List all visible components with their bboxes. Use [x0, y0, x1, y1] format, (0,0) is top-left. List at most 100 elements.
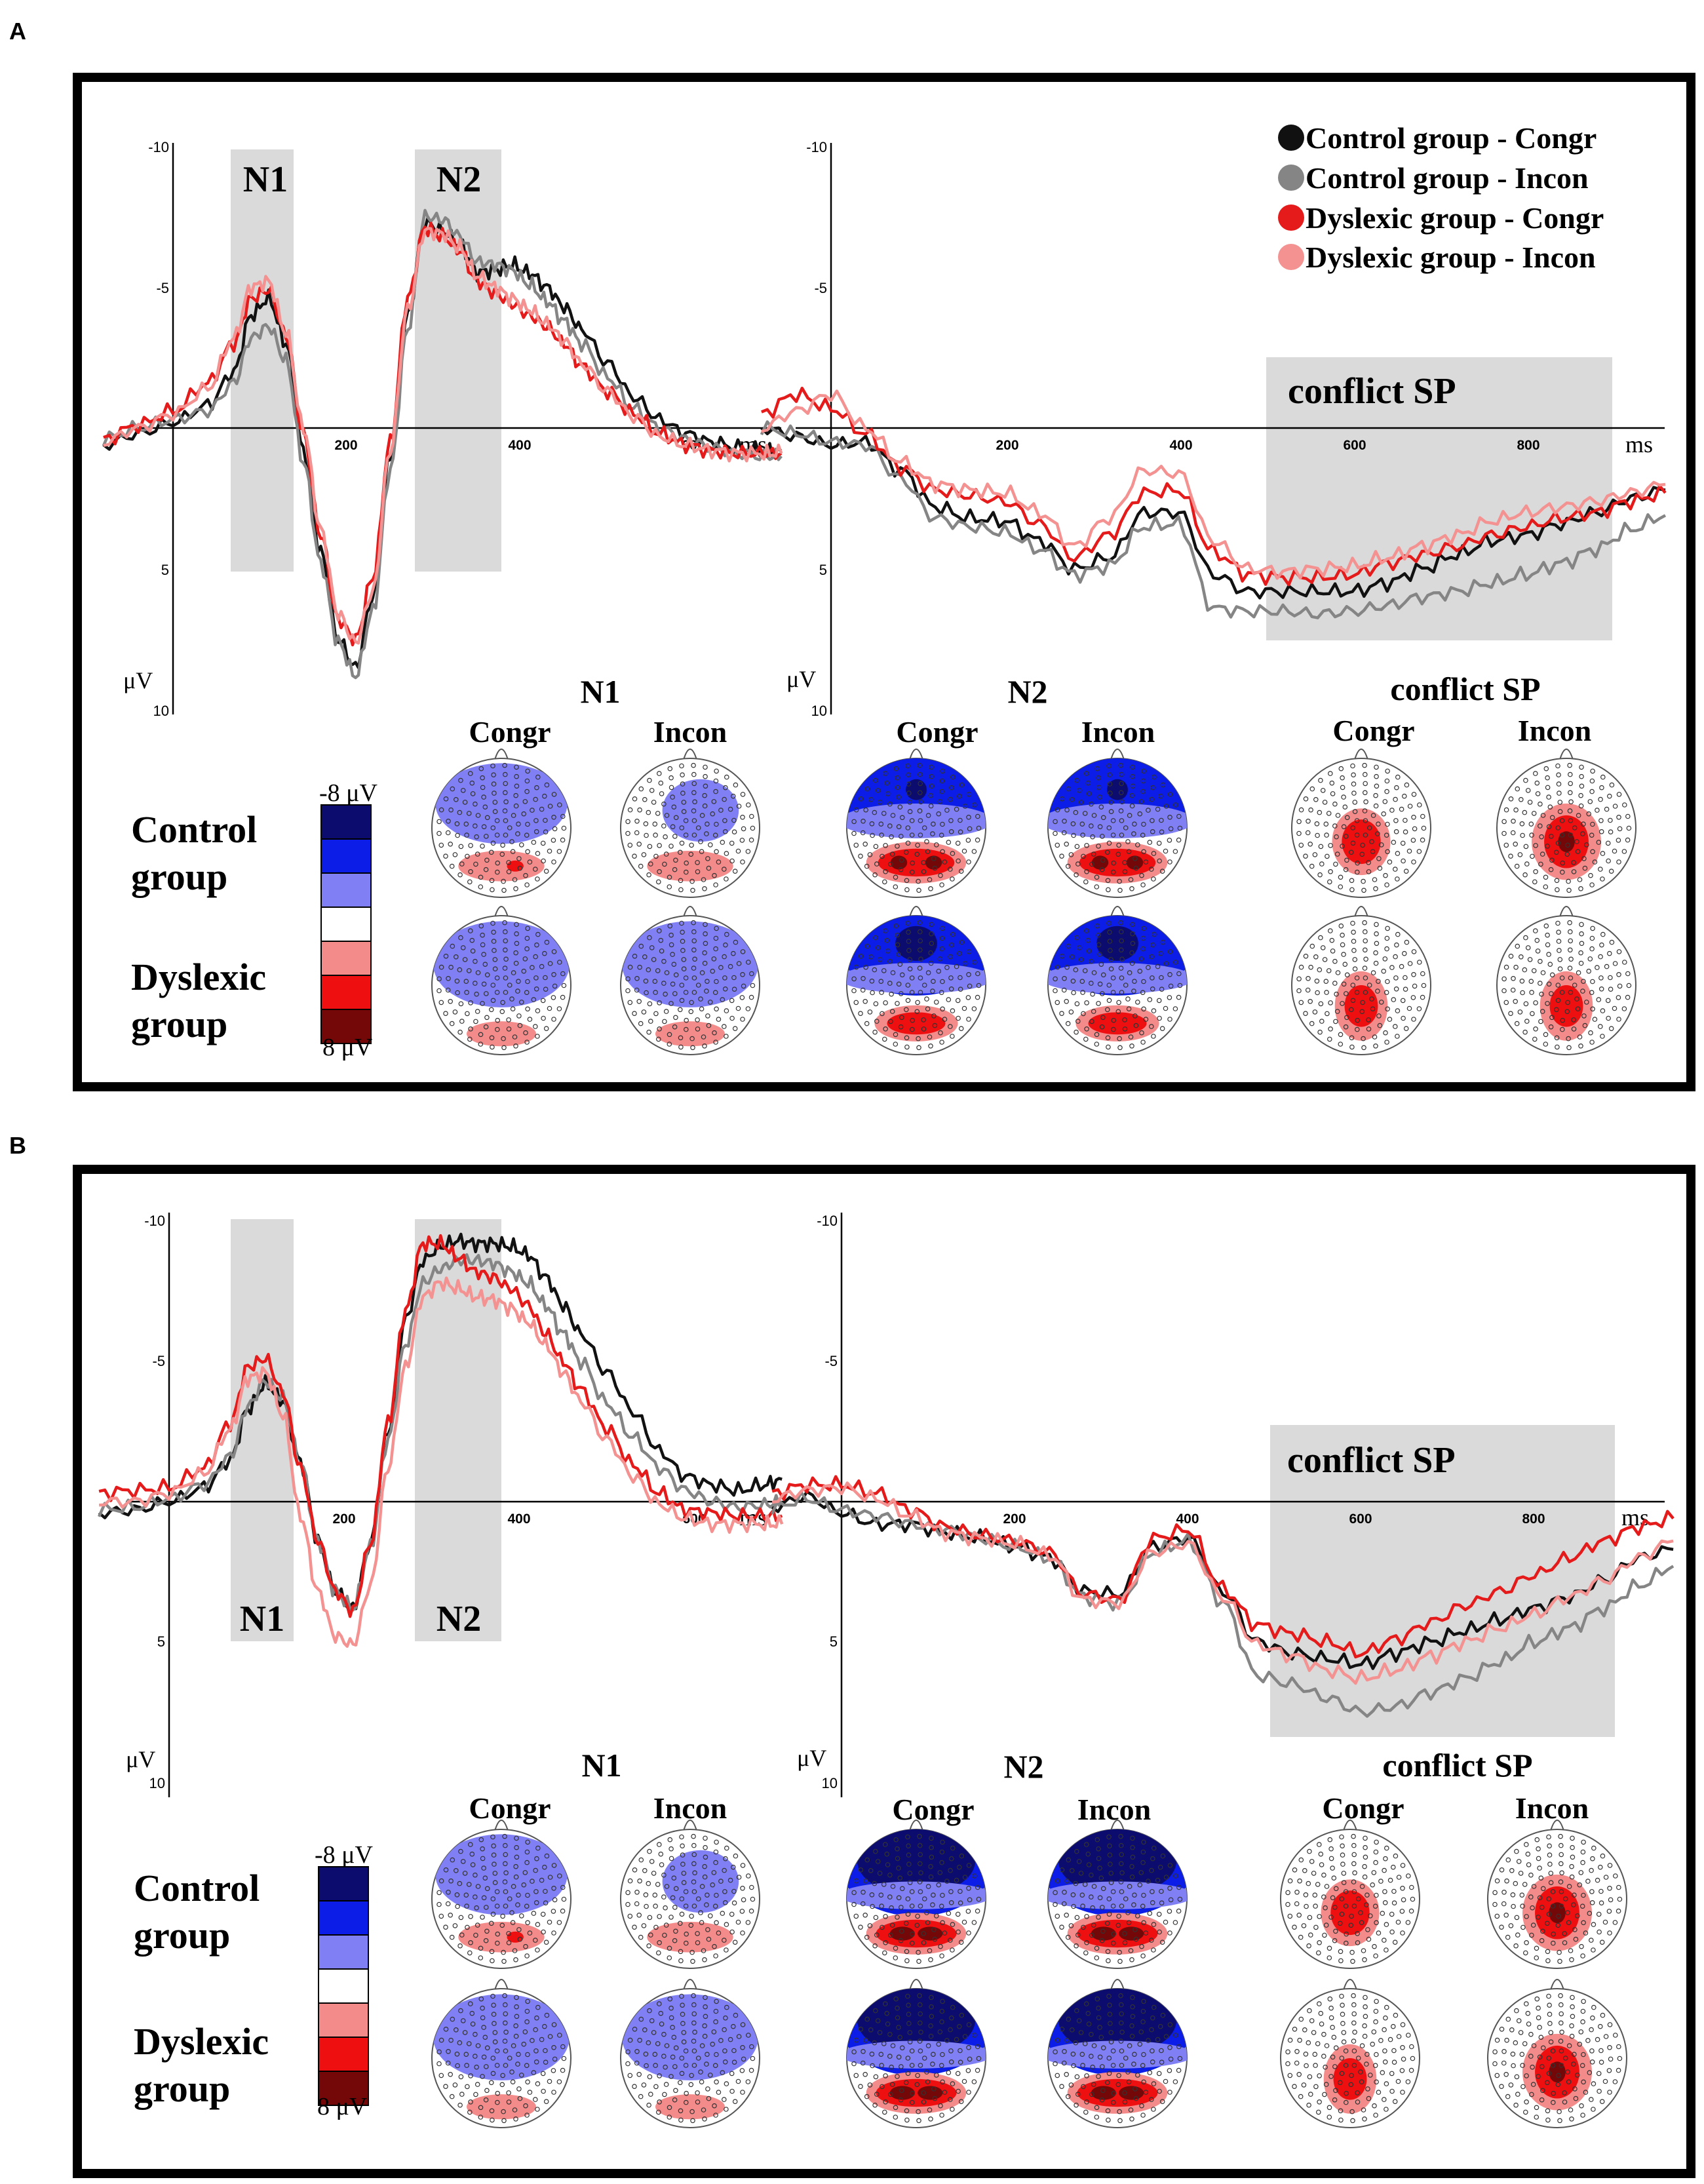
electrode — [740, 972, 745, 977]
electrode — [1127, 1884, 1133, 1889]
electrode — [972, 1873, 977, 1879]
electrode — [959, 1853, 965, 1859]
electrode — [928, 2033, 934, 2039]
electrode — [1116, 1000, 1121, 1005]
electrode — [861, 1890, 866, 1895]
electrode — [1575, 1006, 1581, 1012]
electrode — [1100, 991, 1105, 996]
electrode — [453, 1868, 459, 1873]
electrode — [921, 2056, 927, 2061]
electrode — [929, 773, 934, 779]
electrode — [1598, 1864, 1603, 1870]
electrode — [1578, 886, 1583, 891]
electrode — [1395, 851, 1401, 856]
electrode — [1599, 2099, 1605, 2105]
electrode — [1285, 1901, 1290, 1907]
electrode — [642, 1868, 648, 1873]
electrode — [918, 1852, 923, 1858]
electrode — [1373, 1043, 1378, 1049]
electrode — [1355, 2090, 1360, 2096]
electrode — [1155, 2037, 1161, 2042]
electrode — [1140, 1849, 1146, 1855]
electrode — [1366, 860, 1371, 865]
electrode — [905, 998, 911, 1004]
nose — [909, 1979, 923, 1991]
electrode — [490, 1911, 496, 1917]
electrode — [683, 2048, 689, 2054]
electrode — [547, 1875, 553, 1880]
electrode — [1351, 1879, 1357, 1884]
x-tick-label: 200 — [334, 438, 357, 453]
electrode — [1612, 1920, 1618, 1925]
electrode — [975, 813, 980, 819]
electrode — [731, 817, 737, 823]
electrode — [679, 2071, 685, 2077]
electrode — [950, 2004, 956, 2010]
electrode — [678, 887, 684, 893]
electrode — [1404, 939, 1410, 945]
electrode — [1608, 986, 1614, 992]
electrode — [1096, 2074, 1101, 2079]
electrode — [1110, 2063, 1116, 2068]
electrode — [1296, 988, 1302, 994]
electrode — [1106, 998, 1112, 1004]
electrode — [1595, 808, 1600, 813]
electrode — [1405, 2079, 1411, 2084]
electrode — [909, 990, 915, 995]
electrode — [749, 813, 754, 819]
electrode — [688, 1009, 694, 1015]
electrode — [1141, 1892, 1146, 1898]
electrode — [1294, 2049, 1300, 2054]
electrode — [513, 1863, 518, 1869]
electrode — [534, 785, 539, 790]
topo-region — [655, 2094, 725, 2120]
electrode — [1408, 2067, 1414, 2073]
electrode — [1588, 1030, 1593, 1036]
electrode — [917, 920, 922, 926]
electrode — [1328, 928, 1333, 933]
electrode — [1400, 1886, 1405, 1891]
electrode — [1151, 876, 1156, 882]
electrode — [1374, 931, 1379, 937]
electrode — [1133, 1013, 1138, 1019]
electrode — [458, 1915, 464, 1921]
electrode — [1173, 802, 1178, 808]
electrode — [501, 2109, 506, 2115]
electrode — [1410, 1896, 1416, 1902]
electrode — [544, 782, 550, 788]
electrode — [712, 2103, 717, 2109]
electrode — [1053, 2049, 1058, 2055]
x-tick-label: 200 — [996, 438, 1018, 453]
electrode — [1150, 2059, 1155, 2065]
electrode — [1384, 1845, 1389, 1851]
electrode — [1515, 1932, 1520, 1938]
electrode — [1372, 1943, 1377, 1949]
electrode — [1523, 1001, 1529, 1007]
electrode — [1579, 922, 1584, 927]
electrode — [1340, 942, 1346, 948]
electrode — [1130, 1995, 1135, 2000]
electrode — [1519, 979, 1525, 984]
electrode — [948, 2097, 953, 2102]
electrode — [1545, 1949, 1551, 1955]
electrode — [556, 1873, 562, 1879]
electrode — [1106, 2117, 1111, 2123]
topo-region — [622, 1994, 758, 2080]
electrode — [1581, 1892, 1586, 1898]
electrode — [1538, 958, 1543, 964]
electrode — [1508, 796, 1514, 802]
electrode — [1117, 878, 1122, 884]
electrode — [883, 771, 888, 776]
electrode — [1361, 2107, 1366, 2113]
electrode — [1358, 1910, 1363, 1915]
electrode — [938, 872, 943, 878]
electrode — [448, 999, 454, 1004]
electrode — [661, 801, 667, 807]
scale-swatch — [320, 872, 372, 908]
electrode — [714, 1006, 719, 1012]
electrode — [491, 772, 496, 778]
electrode — [1529, 1932, 1534, 1938]
electrode — [939, 1903, 944, 1909]
electrode — [515, 1902, 520, 1907]
electrode — [1130, 931, 1135, 937]
